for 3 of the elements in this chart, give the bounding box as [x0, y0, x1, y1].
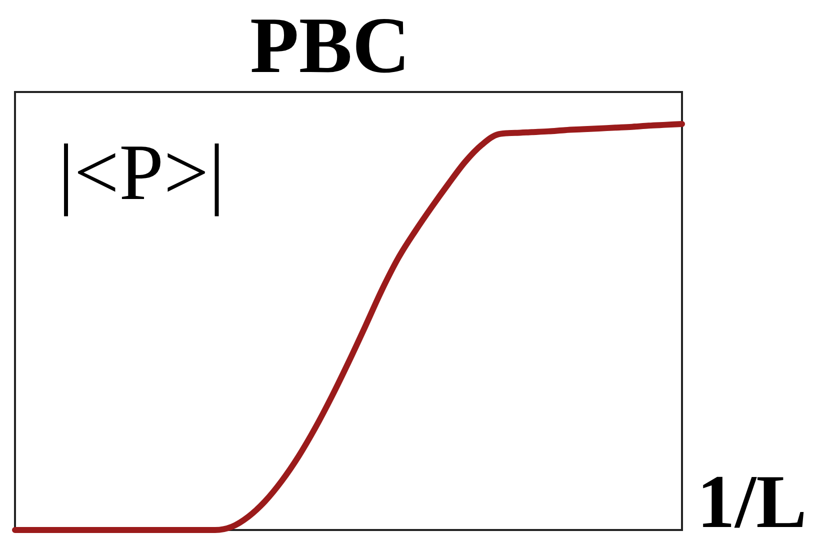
y-axis-title: |<P>|	[58, 129, 225, 217]
x-axis-title: 1/L	[697, 460, 807, 536]
chart-title: PBC	[250, 2, 410, 90]
